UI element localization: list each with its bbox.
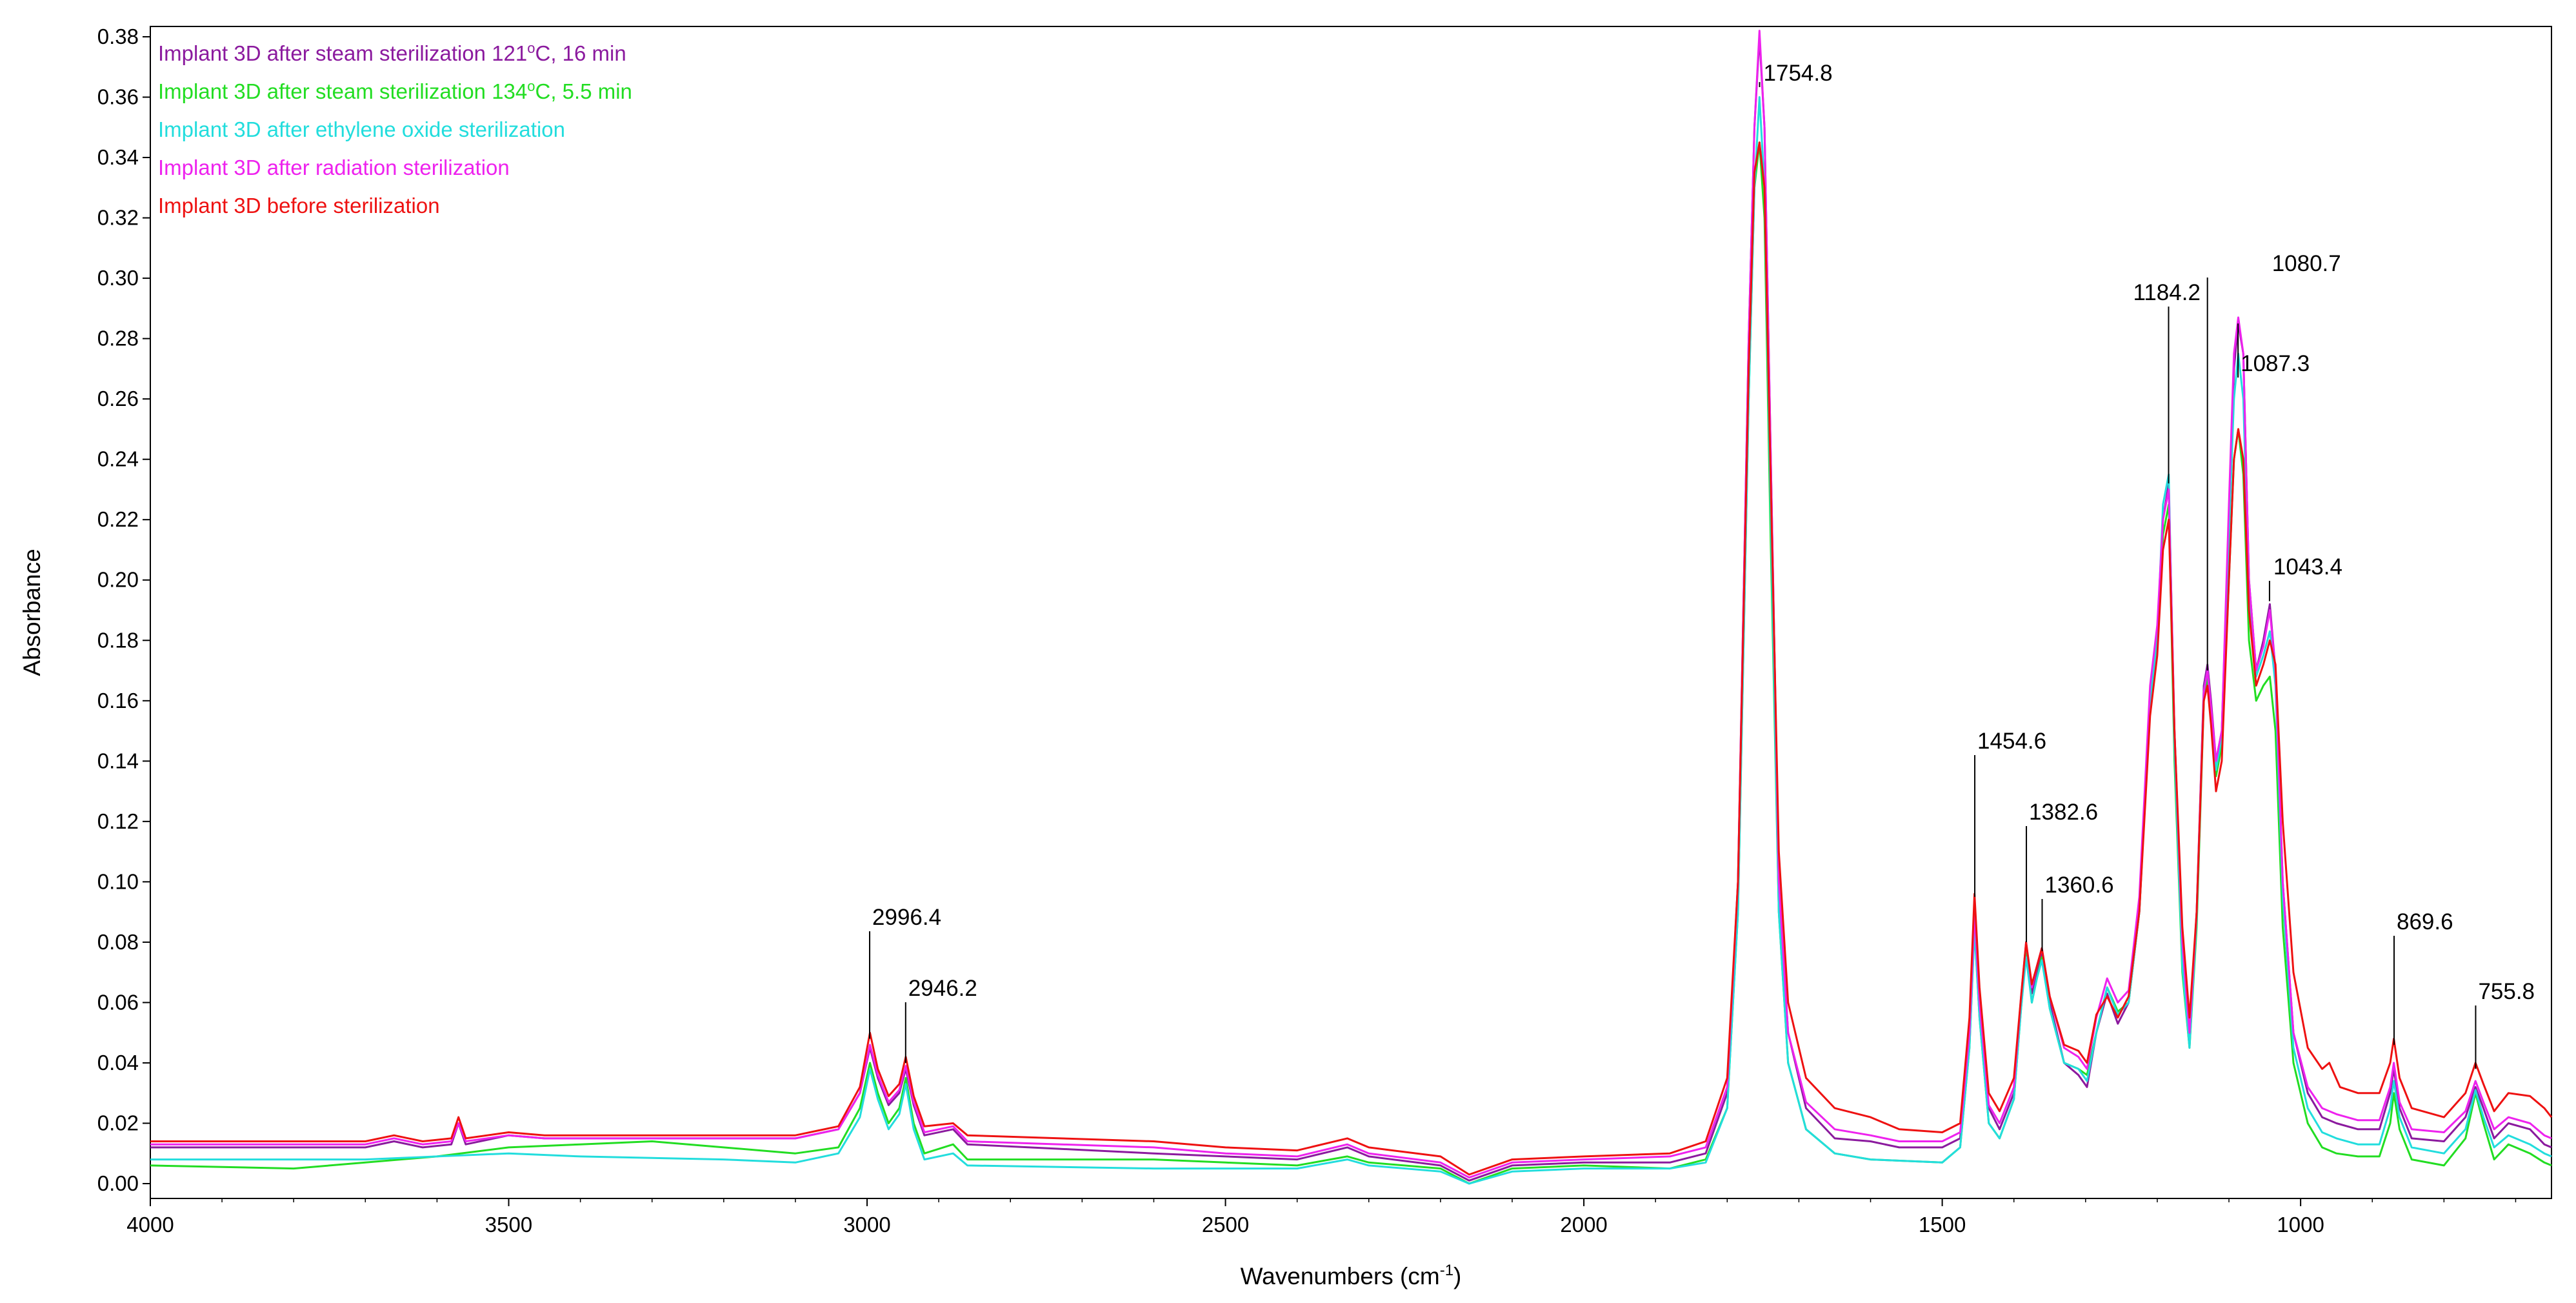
- y-tick-label: 0.14: [97, 749, 139, 773]
- y-tick-label: 0.08: [97, 930, 139, 954]
- peak-label: 2946.2: [908, 976, 977, 1001]
- y-axis-title: Absorbance: [19, 549, 45, 676]
- y-tick-label: 0.22: [97, 507, 139, 531]
- x-axis-title-main: Wavenumbers (cm: [1241, 1263, 1440, 1289]
- peak-label: 1754.8: [1764, 61, 1833, 86]
- legend-entry-1: Implant 3D after steam sterilization 121…: [158, 40, 626, 65]
- x-tick-label: 2500: [1202, 1213, 1249, 1237]
- x-tick-label: 3500: [485, 1213, 532, 1237]
- x-axis-title-end: ): [1453, 1263, 1461, 1289]
- series-line-4: [150, 30, 2552, 1179]
- y-tick-label: 0.28: [97, 327, 139, 350]
- x-tick-label: 4000: [126, 1213, 174, 1237]
- y-tick-label: 0.26: [97, 387, 139, 410]
- y-tick-label: 0.12: [97, 809, 139, 833]
- peak-labels: 1754.8 1184.2 1080.7 1087.3 1043.4 1454.6 1382…: [869, 61, 2535, 1069]
- y-tick-label: 0.34: [97, 145, 139, 169]
- peak-label: 869.6: [2397, 909, 2453, 934]
- legend-entry-5: Implant 3D before sterilization: [158, 194, 440, 217]
- peak-label: 755.8: [2478, 979, 2535, 1004]
- y-tick-label: 0.18: [97, 628, 139, 652]
- series-line-3: [150, 96, 2552, 1185]
- y-tick-label: 0.30: [97, 266, 139, 290]
- y-tick-label: 0.00: [97, 1171, 139, 1195]
- y-tick-label: 0.32: [97, 206, 139, 230]
- legend-entry-2: Implant 3D after steam sterilization 134…: [158, 78, 632, 103]
- y-tick-label: 0.16: [97, 689, 139, 712]
- y-tick-label: 0.10: [97, 869, 139, 893]
- x-axis: 4000 3500 3000 2500 2000 1500 1000: [126, 1198, 2517, 1237]
- peak-label: 1454.6: [1977, 729, 2046, 754]
- peak-label: 1087.3: [2241, 351, 2310, 376]
- y-tick-label: 0.02: [97, 1111, 139, 1135]
- series-layer: [150, 30, 2553, 1185]
- y-tick-label: 0.24: [97, 447, 139, 471]
- peak-label: 1360.6: [2044, 873, 2113, 898]
- x-tick-label: 1000: [2277, 1213, 2324, 1237]
- peak-label: 1382.6: [2029, 800, 2098, 825]
- y-tick-label: 0.06: [97, 990, 139, 1014]
- series-line-5: [150, 141, 2553, 1176]
- legend-entry-4: Implant 3D after radiation sterilization: [158, 156, 510, 179]
- x-tick-label: 2000: [1560, 1213, 1607, 1237]
- y-tick-label: 0.04: [97, 1051, 139, 1075]
- peak-label: 1043.4: [2273, 554, 2342, 580]
- x-axis-title-sup: -1: [1440, 1262, 1453, 1279]
- legend-entry-3: Implant 3D after ethylene oxide steriliz…: [158, 117, 565, 141]
- y-axis: 0.00 0.02 0.04 0.06 0.08 0.10 0.12 0.14 0.16 0.18…: [97, 25, 150, 1195]
- x-tick-label: 1500: [1919, 1213, 1966, 1237]
- legend: Implant 3D after steam sterilization 121…: [158, 40, 632, 217]
- y-tick-label: 0.36: [97, 85, 139, 109]
- peak-label: 1080.7: [2272, 251, 2341, 276]
- plot-area-border: [150, 26, 2552, 1199]
- x-axis-title: Wavenumbers (cm-1): [1241, 1262, 1462, 1289]
- y-tick-label: 0.38: [97, 25, 139, 48]
- peak-label: 2996.4: [872, 905, 941, 930]
- peak-label: 1184.2: [2133, 280, 2200, 305]
- y-tick-label: 0.20: [97, 568, 139, 592]
- x-tick-label: 3000: [843, 1213, 890, 1237]
